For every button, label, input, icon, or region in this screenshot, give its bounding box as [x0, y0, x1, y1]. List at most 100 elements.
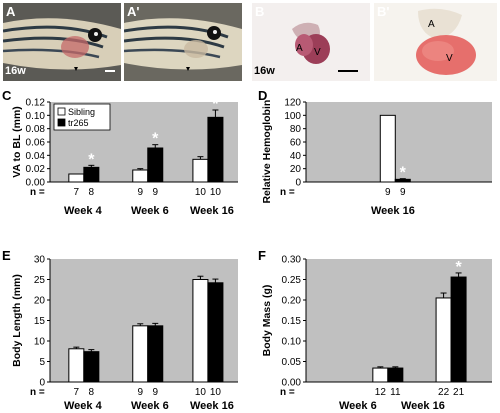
heart-label-atrium-b: A	[296, 43, 303, 54]
y-tick-label-c: 0.10	[26, 111, 46, 122]
significance-asterisk-c: *	[88, 151, 95, 168]
significance-asterisk-f: *	[455, 259, 462, 276]
heart-label-ventricle-b-prime: V	[446, 53, 453, 64]
plot-area-d	[306, 102, 492, 182]
y-tick-label-d: 80	[290, 124, 302, 135]
category-label-e-1: Week 6	[131, 400, 169, 412]
n-value-f: 21	[453, 387, 465, 398]
bar-c-tr265-1	[147, 147, 164, 183]
bar-d-sibling-0	[379, 114, 396, 183]
n-value-d: 9	[385, 187, 391, 198]
heart-label-atrium-b-prime: A	[428, 19, 435, 30]
y-tick-label-e: 10	[34, 337, 46, 348]
bar-e-sibling-2	[192, 279, 209, 383]
photo-panel-b-prime: A V B'	[374, 3, 497, 81]
y-tick-label-e: 15	[34, 316, 46, 327]
y-tick-label-f: 0.15	[282, 316, 302, 327]
bar-c-sibling-1	[132, 169, 149, 183]
bar-f-sibling-0	[372, 367, 389, 383]
n-value-c: 10	[210, 187, 222, 198]
chart-d: 0 20 40 60 80 100 120 Relative Hemoglobin (%) n …	[262, 98, 492, 204]
heart-photo-b: A V	[252, 3, 370, 81]
category-label-e-0: Week 4	[64, 400, 102, 412]
category-label-f-1: Week 16	[401, 400, 445, 412]
n-value-e: 10	[195, 387, 207, 398]
age-caption-b: 16w	[254, 65, 275, 77]
bar-c-tr265-2	[207, 116, 224, 183]
category-label-f-0: Week 6	[339, 400, 377, 412]
bar-c-tr265-0	[83, 166, 100, 183]
n-value-e: 8	[89, 387, 95, 398]
significance-asterisk-c: *	[152, 131, 159, 148]
legend-entry-c: tr265	[68, 118, 89, 128]
y-axis-label-e: Body Length (mm)	[12, 274, 23, 367]
significance-asterisk-c: *	[212, 98, 219, 113]
y-tick-label-f: 0.10	[282, 337, 302, 348]
y-tick-label-f: 0.20	[282, 296, 302, 307]
y-axis-label-d: Relative Hemoglobin (%)	[262, 98, 273, 204]
photo-panel-a-prime: A'	[124, 3, 242, 81]
legend-swatch-c	[57, 107, 66, 116]
n-label-e: n =	[30, 387, 45, 398]
age-caption-a: 16w	[5, 65, 26, 77]
panel-label-c: C	[2, 88, 12, 103]
y-tick-label-f: 0.25	[282, 275, 302, 286]
y-tick-label-c: 0.02	[26, 164, 46, 175]
panel-label-a: A	[6, 4, 16, 19]
y-tick-label-e: 20	[34, 296, 46, 307]
bar-f-tr265-0	[387, 367, 404, 383]
n-value-e: 9	[152, 387, 158, 398]
photo-panel-b: A V B 16w	[252, 3, 370, 81]
panel-label-a-prime: A'	[127, 4, 140, 19]
n-label-d: n =	[280, 187, 295, 198]
y-tick-label-d: 60	[290, 138, 302, 149]
panel-label-b-prime: B'	[377, 4, 390, 19]
bar-e-sibling-1	[132, 325, 149, 383]
bar-c-sibling-2	[192, 158, 209, 183]
bar-e-tr265-1	[147, 325, 164, 383]
n-value-c: 9	[152, 187, 158, 198]
y-axis-label-c: VA to BL (mm)	[12, 106, 23, 178]
fish-photo-a-prime	[124, 3, 242, 81]
y-tick-label-f: 0.00	[282, 378, 302, 389]
y-tick-label-e: 25	[34, 275, 46, 286]
photo-panel-a: A 16w	[3, 3, 121, 81]
y-tick-label-e: 5	[39, 357, 45, 368]
panel-label-d: D	[258, 88, 268, 103]
y-axis-label-f: Body Mass (g)	[262, 285, 273, 357]
category-label-d-0: Week 16	[371, 205, 415, 217]
y-tick-label-e: 30	[34, 255, 46, 266]
category-label-c-0: Week 4	[64, 205, 102, 217]
y-tick-label-c: 0.04	[26, 151, 46, 162]
panel-label-f: F	[258, 248, 266, 263]
y-tick-label-d: 40	[290, 151, 302, 162]
bar-e-sibling-0	[68, 348, 85, 383]
y-tick-label-d: 100	[284, 111, 301, 122]
legend-entry-c: Sibling	[68, 107, 95, 117]
y-tick-label-f: 0.05	[282, 357, 302, 368]
n-value-c: 10	[195, 187, 207, 198]
y-tick-label-d: 20	[290, 164, 302, 175]
chart-f: 0.00 0.05 0.10 0.15 0.20 0.25 0.30 Body Mass (g…	[262, 255, 492, 398]
n-value-c: 7	[74, 187, 80, 198]
y-tick-label-c: 0.08	[26, 124, 46, 135]
y-tick-label-d: 0	[295, 178, 301, 189]
y-tick-label-f: 0.30	[282, 255, 302, 266]
n-value-f: 11	[390, 387, 401, 398]
n-value-e: 10	[210, 387, 222, 398]
n-value-c: 8	[89, 187, 95, 198]
y-tick-label-c: 0.00	[26, 178, 46, 189]
heart-label-ventricle-b: V	[314, 47, 321, 58]
n-value-f: 22	[438, 387, 450, 398]
bar-f-tr265-1	[450, 276, 467, 383]
y-tick-label-d: 120	[284, 98, 301, 109]
bar-f-sibling-1	[435, 297, 452, 383]
n-value-d: 9	[400, 187, 406, 198]
y-tick-label-c: 0.12	[26, 98, 46, 109]
n-label-c: n =	[30, 187, 45, 198]
n-value-f: 12	[375, 387, 387, 398]
n-value-e: 9	[137, 387, 143, 398]
significance-asterisk-d: *	[400, 165, 407, 182]
